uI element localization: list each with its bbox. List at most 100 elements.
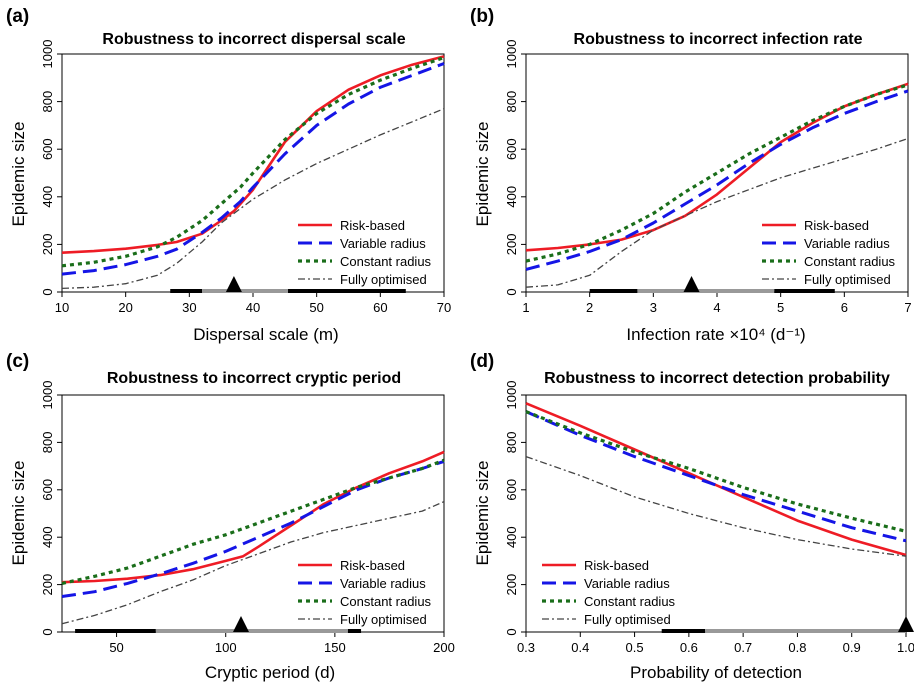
x-tick-label: 4 [713,300,720,315]
x-tick-label: 1 [522,300,529,315]
y-tick-label: 1000 [40,381,55,410]
x-tick-label: 150 [324,640,346,655]
legend-label: Constant radius [340,594,432,609]
true-value-marker [898,616,914,632]
chart-title: Robustness to incorrect dispersal scale [102,31,405,48]
series-line [525,410,907,543]
x-tick-label: 0.4 [571,640,589,655]
y-tick-label: 1000 [40,40,55,69]
series-line [61,450,445,584]
y-tick-label: 0 [40,628,55,635]
panel-letter: (a) [6,6,29,27]
panel-b: (b) Robustness to incorrect infection ra… [470,6,912,344]
y-tick-label: 400 [40,526,55,548]
y-tick-label: 600 [40,138,55,160]
series-line [525,410,907,533]
y-tick-label: 0 [504,628,519,635]
x-tick-label: 0.9 [843,640,861,655]
series-line [525,89,909,271]
series-line [61,458,445,585]
legend-label: Fully optimised [340,612,427,627]
x-tick-label: 0.6 [680,640,698,655]
x-tick-label: 0.3 [517,640,535,655]
series-line [525,402,907,557]
legend-label: Variable radius [340,236,426,251]
y-tick-label: 600 [40,479,55,501]
legend-label: Fully optimised [340,272,427,287]
plot-frame [525,394,907,633]
y-tick-label: 600 [504,138,519,160]
x-tick-label: 50 [109,640,123,655]
x-axis-label: Cryptic period (d) [205,663,335,682]
y-axis-label: Epidemic size [473,122,492,227]
x-tick-label: 30 [182,300,196,315]
panel-letter: (b) [470,6,494,27]
y-tick-label: 200 [40,234,55,256]
legend-label: Risk-based [340,218,405,233]
series-line [525,455,907,557]
y-tick-label: 200 [504,234,519,256]
legend-label: Risk-based [804,218,869,233]
series-line [525,83,909,263]
x-axis-label: Dispersal scale (m) [193,325,338,344]
series-line [525,137,909,288]
legend-label: Fully optimised [584,612,671,627]
y-axis-label: Epidemic size [9,461,28,566]
x-tick-label: 40 [246,300,260,315]
y-tick-label: 800 [504,91,519,113]
y-tick-label: 1000 [504,381,519,410]
x-tick-label: 200 [433,640,455,655]
legend-label: Constant radius [584,594,676,609]
x-tick-label: 6 [841,300,848,315]
x-tick-label: 10 [55,300,69,315]
x-tick-label: 20 [118,300,132,315]
true-value-marker [683,276,700,292]
y-tick-label: 200 [40,574,55,596]
x-tick-label: 60 [373,300,387,315]
x-tick-label: 0.5 [626,640,644,655]
y-tick-label: 200 [504,574,519,596]
panel-d: (d) Robustness to incorrect detection pr… [470,351,914,682]
legend-label: Risk-based [340,558,405,573]
y-tick-label: 1000 [504,40,519,69]
x-tick-label: 7 [904,300,911,315]
series-line [61,108,445,290]
y-tick-label: 800 [40,91,55,113]
y-tick-label: 400 [504,186,519,208]
series-line [61,56,445,268]
y-tick-label: 0 [40,288,55,295]
series-line [61,55,445,254]
legend-label: Constant radius [340,254,432,269]
chart-title: Robustness to incorrect cryptic period [107,370,401,387]
y-axis-label: Epidemic size [9,122,28,227]
x-tick-label: 1.0 [897,640,914,655]
y-axis-label: Epidemic size [473,461,492,566]
x-tick-label: 2 [586,300,593,315]
x-tick-label: 0.7 [734,640,752,655]
series-line [61,62,445,276]
panel-letter: (d) [470,351,494,372]
x-tick-label: 70 [437,300,451,315]
legend-label: Constant radius [804,254,896,269]
legend-label: Risk-based [584,558,649,573]
chart-title: Robustness to incorrect detection probab… [544,370,890,387]
y-tick-label: 0 [504,288,519,295]
true-value-marker [225,276,242,292]
y-tick-label: 400 [40,186,55,208]
x-tick-label: 100 [215,640,237,655]
legend-label: Variable radius [340,576,426,591]
x-axis-label: Probability of detection [630,663,802,682]
x-tick-label: 5 [777,300,784,315]
y-tick-label: 600 [504,479,519,501]
legend-label: Fully optimised [804,272,891,287]
x-tick-label: 50 [309,300,323,315]
chart-title: Robustness to incorrect infection rate [574,31,863,48]
y-tick-label: 800 [504,432,519,454]
legend-label: Variable radius [804,236,890,251]
panel-letter: (c) [6,351,29,372]
y-tick-label: 400 [504,526,519,548]
true-value-marker [232,616,249,632]
y-tick-label: 800 [40,432,55,454]
x-axis-label: Infection rate ×10⁴ (d⁻¹) [626,325,805,344]
